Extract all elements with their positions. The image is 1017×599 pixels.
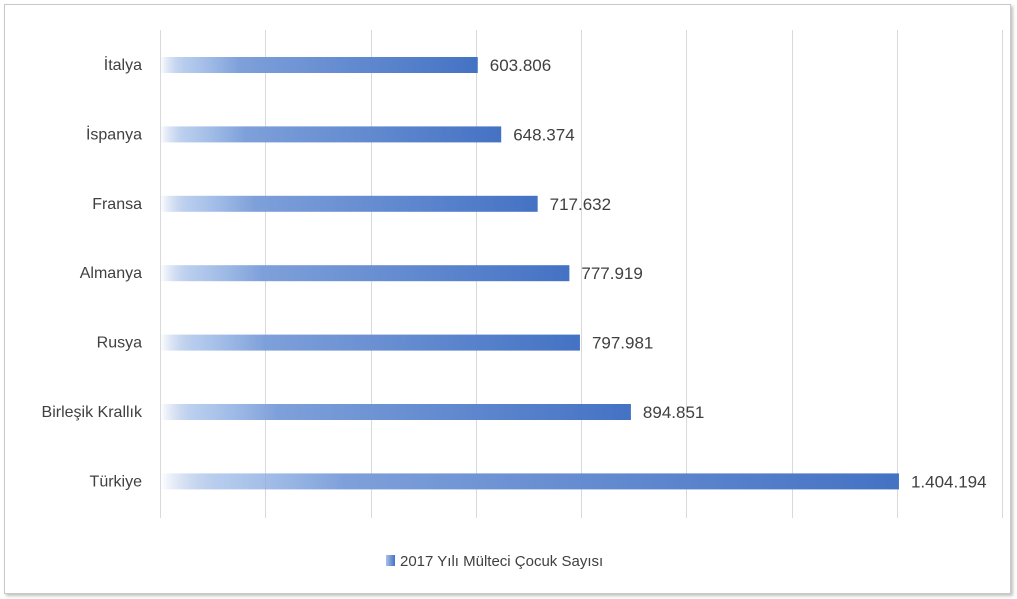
- value-label: 797.981: [592, 334, 653, 353]
- bar: [160, 195, 538, 212]
- category-label: Birleşik Krallık: [42, 404, 143, 421]
- category-label: İtalya: [104, 55, 142, 74]
- bar: [160, 265, 570, 282]
- value-label: 603.806: [490, 56, 551, 75]
- category-label: Türkiye: [90, 473, 143, 490]
- bar: [160, 126, 502, 143]
- category-labels: İtalya İspanya Fransa Almanya Rusya Birleşik …: [42, 55, 143, 490]
- value-label: 648.374: [513, 125, 574, 144]
- gridlines: [160, 30, 1003, 518]
- legend-label: 2017 Yılı Mülteci Çocuk Sayısı: [400, 553, 603, 570]
- value-label: 1.404.194: [911, 472, 987, 491]
- value-label: 717.632: [550, 195, 611, 214]
- value-label: 894.851: [643, 403, 704, 422]
- bar: [160, 57, 478, 73]
- bar: [160, 473, 899, 490]
- category-label: Almanya: [80, 265, 142, 282]
- category-label: İspanya: [86, 124, 142, 143]
- value-label: 777.919: [581, 264, 642, 283]
- bars: [160, 57, 899, 490]
- bar: [160, 404, 631, 420]
- value-labels: 603.806 648.374 717.632 777.919 797.981 894.8…: [490, 56, 987, 491]
- legend: 2017 Yılı Mülteci Çocuk Sayısı: [386, 553, 603, 570]
- category-label: Rusya: [97, 335, 142, 352]
- bar: [160, 334, 580, 351]
- category-label: Fransa: [92, 196, 142, 213]
- legend-swatch: [386, 555, 395, 566]
- chart-frame: [4, 4, 1011, 594]
